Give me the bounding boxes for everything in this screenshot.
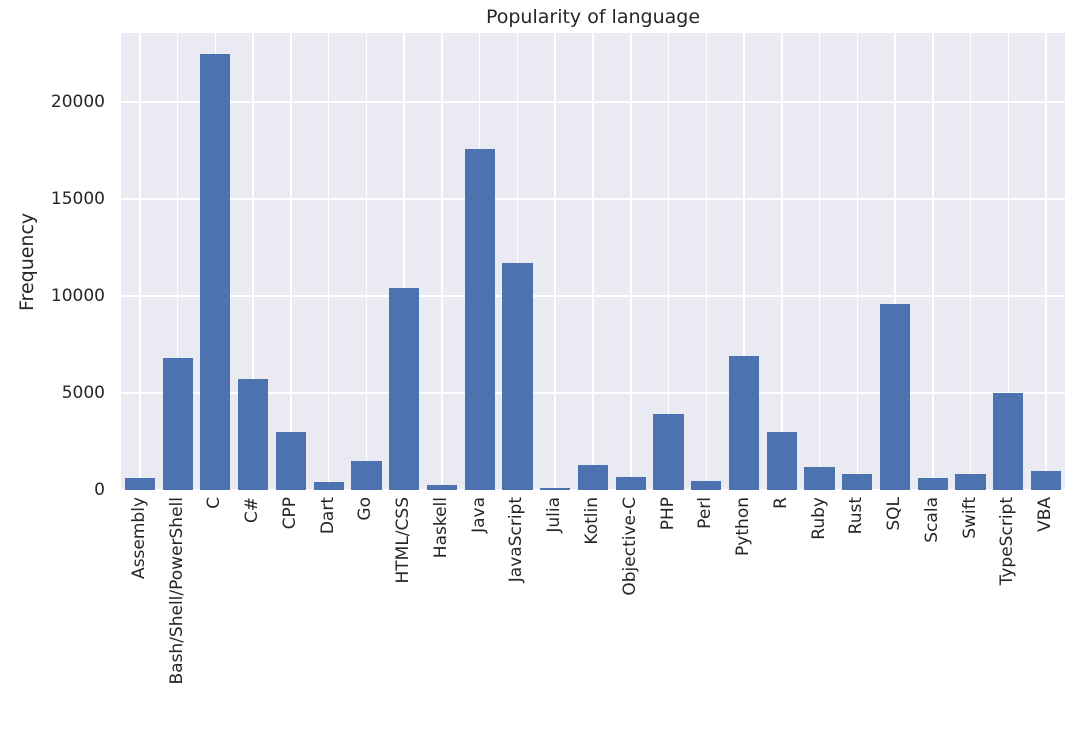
vertical-gridline [290,33,292,490]
horizontal-gridline [121,198,1065,200]
bar-c- [238,379,269,490]
x-tick-label: Perl [695,497,716,529]
bar-dart [313,482,344,490]
vertical-gridline [554,33,556,490]
y-tick-label: 0 [94,480,105,500]
y-tick-label: 20000 [50,92,105,113]
y-tick-label: 5000 [61,383,105,403]
x-tick-label: Assembly [128,497,149,579]
x-tick-label: Rust [846,497,867,535]
y-tick-label: 10000 [50,286,105,307]
bar-scala [917,478,948,490]
bar-assembly [124,478,155,490]
bar-typescript [993,393,1024,490]
bar-go [351,460,382,490]
x-tick-label: Scala [921,497,942,543]
vertical-gridline [743,33,745,490]
vertical-gridline [403,33,405,490]
x-tick-label: Go [355,497,376,521]
bar-perl [691,481,722,490]
plot-area [121,33,1065,490]
x-tick-label: HTML/CSS [393,497,414,584]
vertical-gridline [441,33,443,490]
x-tick-label: Objective-C [619,497,640,596]
vertical-gridline [516,33,519,490]
bar-php [653,414,684,490]
x-tick-label: Haskell [430,497,451,559]
chart-title: Popularity of language [485,6,701,28]
vertical-gridline [327,33,330,490]
x-tick-label: Kotlin [582,497,602,545]
bar-javascript [502,263,533,490]
x-tick-label: SQL [884,497,905,531]
vertical-gridline [932,33,934,490]
bar-julia [540,488,571,490]
vertical-gridline [176,33,179,490]
vertical-gridline [818,33,821,490]
vertical-gridline [969,33,972,490]
vertical-gridline [592,33,594,490]
horizontal-gridline [121,101,1065,103]
x-tick-label: R [770,497,791,509]
bar-vba [1031,470,1062,490]
vertical-gridline [667,33,670,490]
vertical-gridline [1007,33,1010,490]
vertical-gridline [1045,33,1047,490]
vertical-gridline [894,33,896,490]
vertical-gridline [705,33,708,490]
x-tick-label: VBA [1035,497,1056,532]
bar-objective-c [615,477,646,490]
x-axis-ticks: Assembly Bash/Shell/PowerShell C C# CPP Dart G… [121,490,1065,749]
horizontal-gridline [121,392,1065,394]
bar-r [766,431,797,490]
vertical-gridline [856,33,859,490]
vertical-gridline [365,33,368,490]
x-tick-label: Bash/Shell/PowerShell [166,497,187,685]
vertical-gridline [630,33,632,490]
bar-swift [955,473,986,490]
x-tick-label: TypeScript [997,497,1018,586]
bar-html-css [389,288,420,490]
y-tick-label: 15000 [50,189,105,210]
x-tick-label: PHP [657,497,678,531]
x-tick-label: Dart [317,497,338,535]
bar-c [200,53,231,490]
x-tick-label: Python [733,497,754,556]
bar-haskell [426,485,458,490]
x-tick-label: Ruby [808,497,829,540]
x-tick-label: CPP [279,497,300,530]
horizontal-gridline [121,295,1065,297]
bar-sql [879,303,911,490]
x-tick-label: Julia [544,497,565,533]
x-tick-label: Swift [959,497,980,539]
bar-python [728,356,760,490]
bar-bash-shell-powershell [162,358,193,490]
x-tick-label: C [204,497,225,509]
x-tick-label: JavaScript [506,497,527,583]
bar-java [464,148,495,490]
bar-rust [842,474,873,490]
vertical-gridline [781,33,783,490]
x-tick-label: C# [242,497,263,524]
x-tick-label: Java [468,497,489,533]
y-axis-ticks: 0 5000 10000 15000 20000 [0,33,113,500]
bar-cpp [275,431,307,490]
vertical-gridline [139,33,141,490]
bar-kotlin [577,464,609,490]
bar-ruby [804,466,835,490]
vertical-gridline [252,33,254,490]
